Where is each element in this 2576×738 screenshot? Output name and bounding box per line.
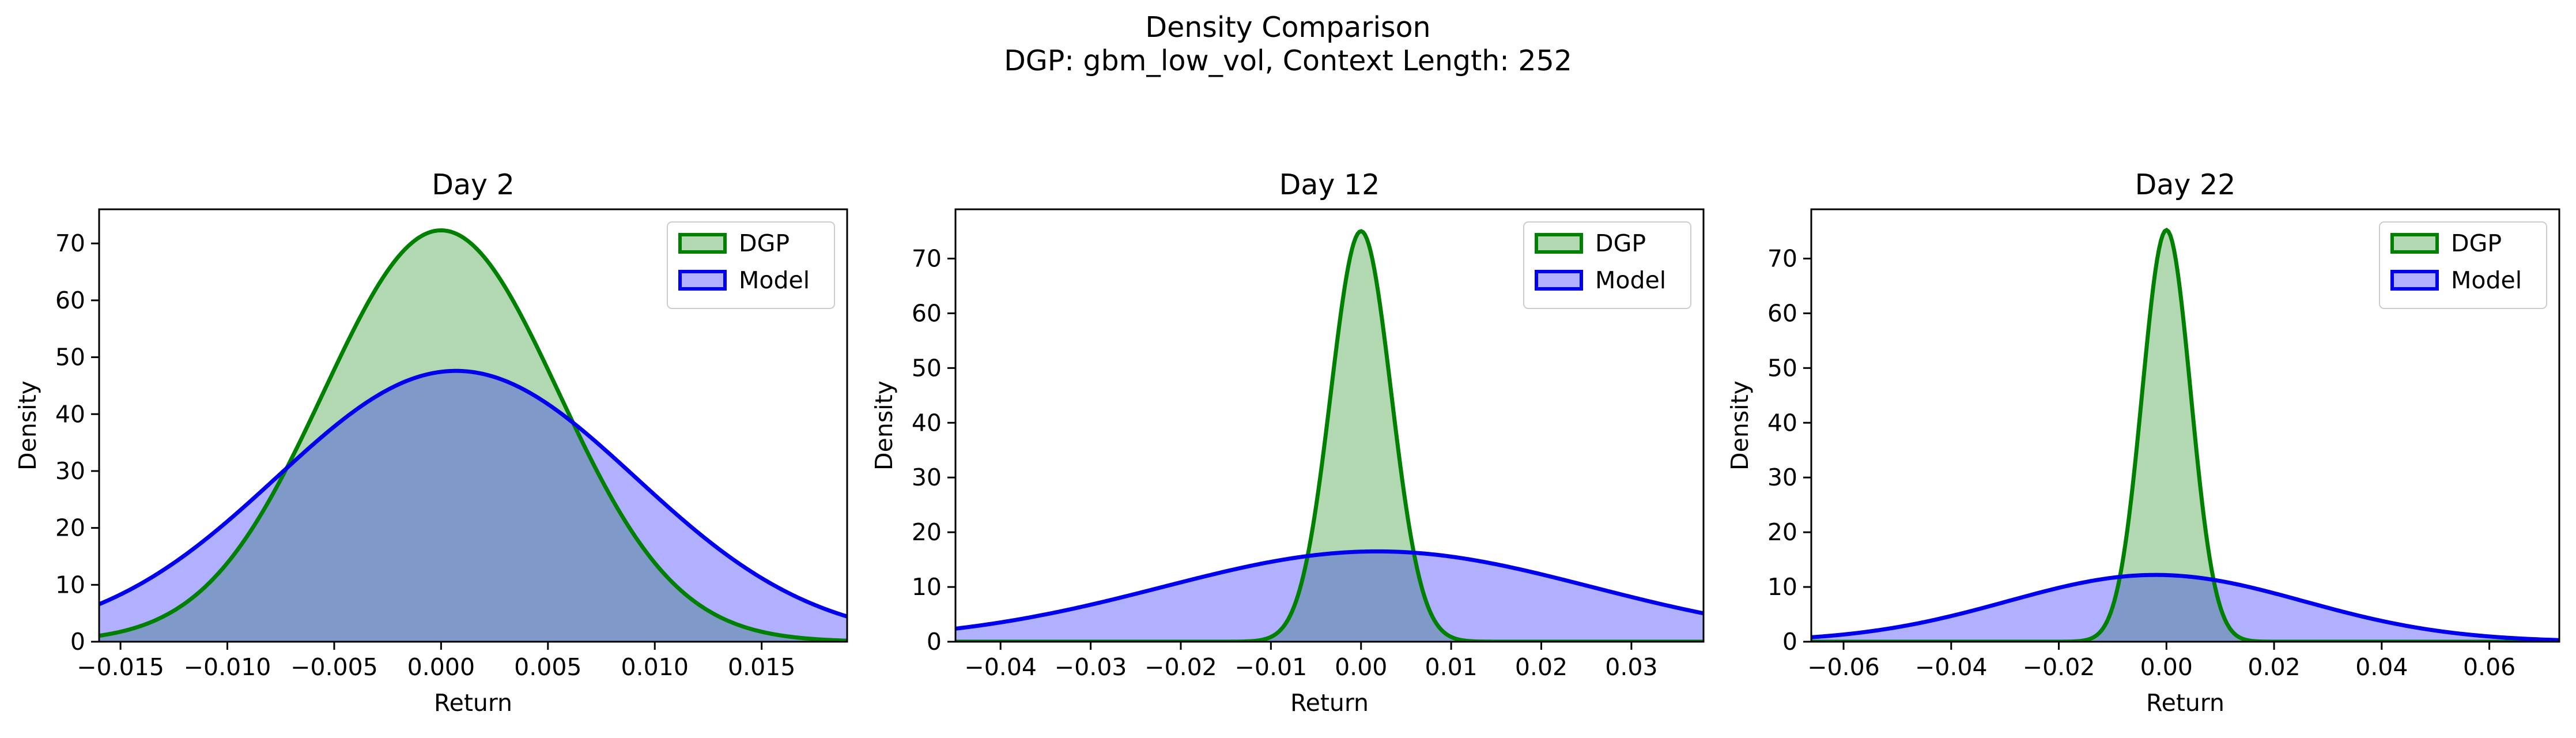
legend-swatch-dgp [678,233,727,254]
y-axis-label: Density [1726,381,1754,470]
legend: DGP Model [2379,221,2547,309]
x-tick-label: 0.02 [1515,653,1567,681]
chart-panels: −0.015 −0.010 −0.005 0.000 0.005 0.010 0.01501… [14,168,2560,717]
y-tick-label: 30 [912,464,942,491]
legend-swatch-model [1535,270,1583,291]
model-density-line [955,549,1704,631]
x-tick-label: 0.02 [2248,653,2300,681]
chart-panel-day-2: −0.015 −0.010 −0.005 0.000 0.005 0.010 0.015 0 1… [14,168,848,717]
y-tick-label: 30 [55,457,85,485]
overlap-fill [1811,575,2559,642]
chart-panel-day-12: −0.04 −0.03 −0.02 −0.01 0.00 0.01 0.02 0.03 0 10 2… [870,168,1705,717]
x-tick-label: −0.03 [1055,653,1127,681]
dgp-density-line [955,229,1704,642]
plot-area [99,228,847,642]
x-tick-label: −0.010 [184,653,271,681]
legend-swatch-model [2390,270,2439,291]
dgp-density-fill [955,231,1704,642]
x-tick-label: 0.005 [514,653,581,681]
figure-title: Density Comparison [1145,11,1430,44]
y-tick-label: 0 [927,628,942,656]
x-tick-label: −0.02 [1145,653,1217,681]
dgp-density-line [99,228,847,642]
y-tick-label: 50 [1767,354,1797,382]
y-tick-label: 70 [912,244,942,272]
overlap-fill [955,551,1704,642]
y-tick-label: 20 [55,514,85,542]
y-axis-label: Density [870,381,898,470]
figure-subtitle: DGP: gbm_low_vol, Context Length: 252 [1004,44,1572,77]
y-tick-label: 60 [1767,299,1797,327]
dgp-density-line [1811,227,2559,642]
model-density-line [99,368,847,619]
x-tick-label: 0.000 [407,653,475,681]
x-tick-label: 0.04 [2355,653,2408,681]
x-tick-label: 0.015 [728,653,795,681]
x-tick-label: −0.005 [290,653,378,681]
legend: DGP Model [1523,221,1691,309]
x-tick-label: −0.04 [1915,653,1988,681]
panel-title: Day 22 [2135,168,2236,201]
x-tick-label: −0.06 [1807,653,1880,681]
plot-area [1811,227,2559,642]
legend-label-model: Model [1595,266,1666,294]
y-tick-label: 10 [1767,573,1797,601]
model-density-line [1811,573,2559,642]
y-tick-label: 50 [55,344,85,371]
legend-label-dgp: DGP [2451,229,2502,257]
axes-frame [98,208,848,643]
x-tick-label: 0.06 [2463,653,2515,681]
x-axis-label: Return [1290,689,1369,717]
legend: DGP Model [667,221,835,309]
y-tick-label: 40 [1767,409,1797,436]
x-axis-label: Return [434,689,512,717]
axes-frame [954,208,1705,643]
y-tick-label: 40 [55,400,85,428]
legend-label-model: Model [739,266,810,294]
y-tick-label: 60 [55,287,85,314]
panel-title: Day 12 [1279,168,1380,201]
legend-swatch-dgp [2390,233,2439,254]
y-tick-label: 10 [55,571,85,598]
overlap-fill [99,371,847,642]
y-tick-label: 20 [912,518,942,546]
panel-title: Day 2 [432,168,515,201]
y-tick-label: 10 [912,573,942,601]
x-tick-label: 0.00 [2140,653,2193,681]
legend-label-dgp: DGP [739,229,790,257]
x-tick-label: −0.02 [2023,653,2095,681]
y-tick-label: 0 [70,628,85,656]
legend-swatch-dgp [1535,233,1583,254]
dgp-density-fill [1811,230,2559,642]
x-tick-label: 0.00 [1335,653,1387,681]
y-tick-label: 30 [1767,464,1797,491]
y-tick-label: 40 [912,409,942,436]
y-tick-label: 0 [1782,628,1797,656]
y-tick-label: 20 [1767,518,1797,546]
x-tick-label: −0.015 [77,653,164,681]
plot-area [955,229,1704,642]
axes-frame [1810,208,2560,643]
x-tick-label: −0.04 [964,653,1037,681]
y-axis-label: Density [14,381,41,470]
x-tick-label: 0.01 [1425,653,1477,681]
y-tick-label: 70 [1767,244,1797,272]
y-tick-label: 60 [912,299,942,327]
legend-label-model: Model [2451,266,2522,294]
x-tick-label: 0.010 [621,653,689,681]
x-tick-label: −0.01 [1235,653,1308,681]
x-tick-label: 0.03 [1605,653,1657,681]
chart-panel-day-22: −0.06 −0.04 −0.02 0.00 0.02 0.04 0.06 0 10 20 30 40… [1726,168,2560,717]
legend-swatch-model [678,270,727,291]
legend-label-dgp: DGP [1595,229,1646,257]
y-tick-label: 50 [912,354,942,382]
y-tick-label: 70 [55,229,85,257]
x-axis-label: Return [2146,689,2224,717]
